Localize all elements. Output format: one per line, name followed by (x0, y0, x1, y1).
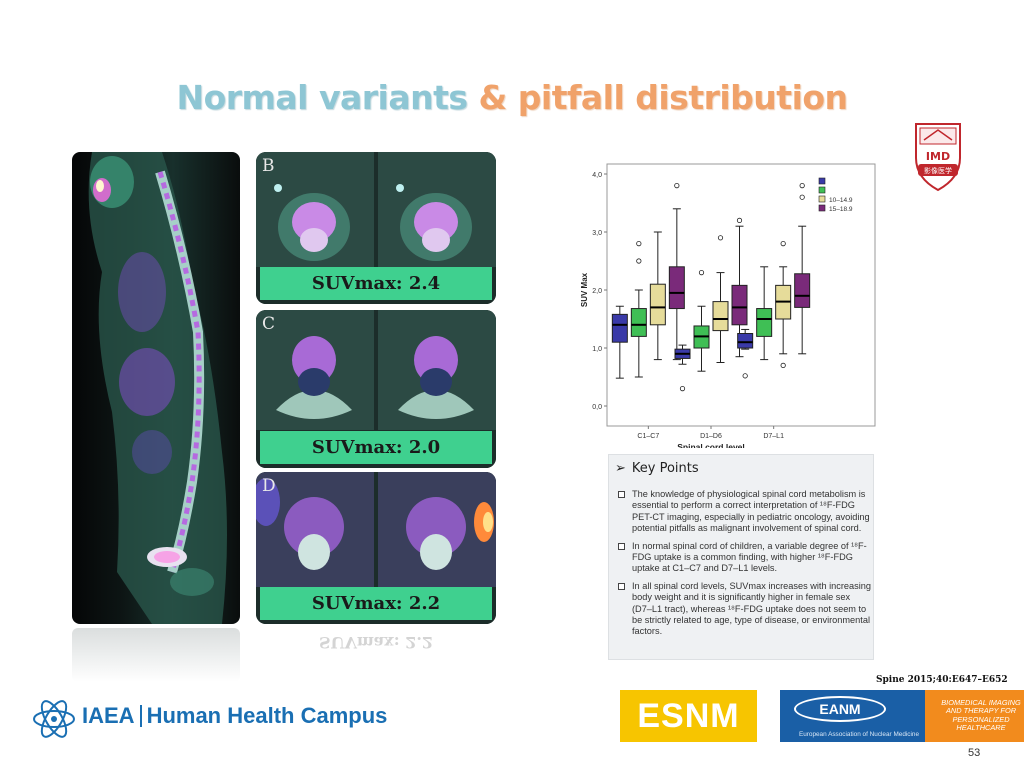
box (668, 266, 685, 310)
key-point-text: In normal spinal cord of children, a var… (632, 540, 867, 574)
svg-text:IMD: IMD (926, 150, 950, 163)
y-tick-label: 0,0 (592, 404, 602, 411)
key-points-title: Key Points (631, 461, 699, 476)
box (737, 333, 754, 349)
outlier-point (799, 182, 805, 189)
sagittal-image-reflection (72, 628, 240, 682)
eanm-fullname: European Association of Nuclear Medicine (798, 731, 920, 738)
checkbox-icon (618, 542, 625, 550)
x-tick-label: D7–L1 (763, 433, 784, 440)
checkbox-icon (618, 582, 625, 590)
panel-letter: C (262, 314, 276, 334)
list-item: The knowledge of physiological spinal co… (617, 489, 871, 535)
legend-swatch (818, 177, 826, 185)
outlier-point (636, 241, 642, 247)
outlier-point (780, 241, 786, 247)
legend-swatch (818, 204, 826, 212)
boxplot-svg: 0,0 1,0 2,0 3,0 4,0 SUV Max C1–C7 D1–D6 D7–L1 Spi… (580, 163, 876, 452)
box (731, 284, 748, 326)
legend-swatch (818, 195, 826, 203)
key-points-heading: ➢ Key Points (615, 461, 699, 476)
y-tick-label: 1,0 (592, 346, 602, 353)
legend-label: 10–14.9 (829, 197, 853, 204)
axial-panel-b: B SUVmax: 2.4 (256, 152, 496, 304)
box (649, 283, 666, 326)
panel-letter: B (262, 156, 275, 176)
divider (139, 705, 142, 727)
outlier-point (736, 217, 743, 224)
key-points-list: The knowledge of physiological spinal co… (617, 489, 871, 644)
sagittal-pet-ct-image (72, 152, 240, 624)
axial-panel-c: C SUVmax: 2.0 (256, 310, 496, 468)
caption-reflection: SUVmax: 2.2 (318, 633, 434, 652)
imd-logo-icon: IMD 影像医学 (915, 123, 961, 192)
iaea-atom-icon (33, 700, 75, 738)
svg-text:影像医学: 影像医学 (924, 166, 952, 175)
box (756, 308, 773, 337)
eanm-oval: EANM (794, 696, 886, 722)
panel-letter: D (262, 476, 276, 496)
checkbox-icon (618, 491, 625, 498)
outlier-point (799, 194, 805, 200)
title-pitfall-distribution: & pitfall distribution (478, 78, 849, 117)
legend-swatch (818, 186, 826, 194)
legend-label: 15–18.9 (829, 206, 853, 213)
y-tick-label: 4,0 (592, 172, 602, 179)
suvmax-caption: SUVmax: 2.4 (260, 267, 492, 300)
esnm-logo: ESNM (620, 690, 757, 742)
list-item: In all spinal cord levels, SUVmax increa… (617, 581, 871, 638)
key-points-box: ➢ Key Points The knowledge of physiologic… (608, 454, 874, 660)
boxplot-chart: 0,0 1,0 2,0 3,0 4,0 SUV Max C1–C7 D1–D6 D7–L1 Spi… (575, 156, 879, 452)
slide-title: Normal variants & pitfall distribution (0, 78, 1024, 117)
outlier-point (780, 362, 786, 368)
eanm-logo: EANM European Association of Nuclear Med… (780, 690, 940, 742)
box (794, 273, 811, 308)
box (712, 301, 729, 332)
x-tick-label: D1–D6 (700, 433, 722, 440)
campus-label: Human Health Campus (146, 703, 388, 728)
x-axis-label: Spinal cord level (677, 442, 745, 448)
outlier-point (679, 386, 686, 392)
outlier-point (636, 258, 642, 264)
outlier-point (698, 270, 705, 276)
y-tick-label: 3,0 (592, 230, 602, 237)
key-point-text: The knowledge of physiological spinal co… (632, 489, 870, 534)
arrow-icon: ➢ (615, 461, 626, 476)
page-number: 53 (968, 747, 981, 759)
outlier-point (674, 182, 680, 189)
outlier-point (717, 235, 724, 241)
outlier-point (742, 373, 748, 379)
iaea-label: IAEA (82, 703, 135, 728)
suvmax-caption: SUVmax: 2.0 (260, 431, 492, 464)
title-normal-variants: Normal variants (176, 78, 468, 117)
suvmax-caption: SUVmax: 2.2 (260, 587, 492, 620)
box (611, 313, 628, 343)
x-tick-label: C1–C7 (637, 433, 659, 440)
iaea-campus-label: IAEA Human Health Campus (82, 703, 387, 729)
y-axis-label: SUV Max (580, 272, 589, 307)
y-tick-label: 2,0 (592, 288, 602, 295)
list-item: In normal spinal cord of children, a var… (617, 541, 871, 575)
eanm-tagline: Biomedical imaging and therapy for perso… (925, 690, 1024, 742)
box (630, 308, 647, 337)
axial-panel-d: D SUVmax: 2.2 (256, 472, 496, 624)
citation: Spine 2015;40:E647–E652 (876, 675, 1008, 685)
key-point-text: In all spinal cord levels, SUVmax increa… (632, 580, 871, 637)
